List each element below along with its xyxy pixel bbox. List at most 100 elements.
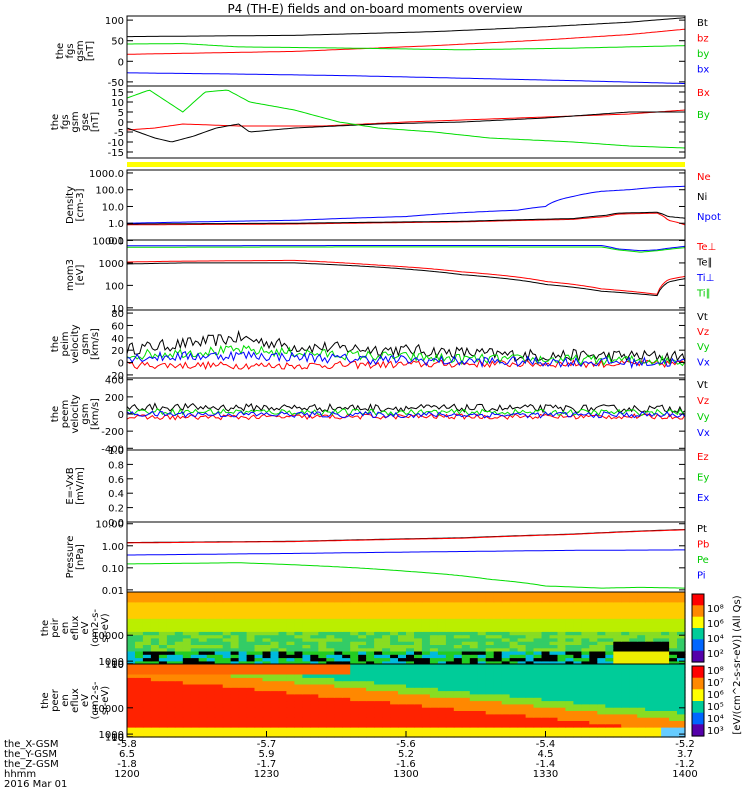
peir-spectrogram-cell <box>135 650 144 655</box>
peir-spectrogram-cell <box>374 657 383 662</box>
peir-spectrogram-cell <box>597 634 606 639</box>
peer-spectrogram-cell <box>669 683 678 688</box>
peer-spectrogram-cell <box>605 677 614 682</box>
peer-spectrogram-cell <box>278 697 288 702</box>
time-axis-row-label: hhmm <box>4 769 36 780</box>
peer-spectrogram-cell <box>509 683 519 688</box>
peer-spectrogram-cell <box>270 680 280 685</box>
peir-spectrogram-cell <box>174 621 184 626</box>
peer-spectrogram-cell <box>366 720 375 725</box>
peer-spectrogram-cell <box>605 700 614 705</box>
peir-spectrogram-cell <box>557 624 567 629</box>
peer-colorbar-swatch <box>692 714 704 717</box>
peer-spectrogram-cell <box>286 730 295 735</box>
peer-spectrogram-cell <box>613 703 622 708</box>
peer-spectrogram-cell <box>358 720 367 725</box>
peer-spectrogram-cell <box>613 680 622 685</box>
peer-spectrogram-cell <box>661 700 670 705</box>
peer-spectrogram-cell <box>477 674 487 678</box>
peir-spectrogram-cell <box>398 621 407 626</box>
peir-spectrogram-cell <box>350 660 359 665</box>
peir-spectrogram-cell <box>669 634 678 639</box>
peer-spectrogram-cell <box>398 730 407 735</box>
peer-spectrogram-cell <box>501 693 511 698</box>
peir-spectrogram-cell <box>238 647 248 652</box>
peir-spectrogram-cell <box>286 657 295 662</box>
peir-spectrogram-cell <box>485 614 495 619</box>
peer-spectrogram-cell <box>469 703 479 708</box>
peir-spectrogram-cell <box>310 644 319 649</box>
peer-spectrogram-cell <box>166 693 176 698</box>
peir-spectrogram-cell <box>262 595 272 600</box>
peer-spectrogram-cell <box>286 703 295 708</box>
mom-series-Te⊥ <box>127 259 686 295</box>
peir-spectrogram-cell <box>541 595 551 600</box>
peer-spectrogram-cell <box>190 710 200 715</box>
peir-spectrogram-cell <box>565 641 574 645</box>
peer-spectrogram-cell <box>549 727 559 731</box>
peer-spectrogram-cell <box>581 690 590 695</box>
peir-spectrogram-cell <box>174 624 184 629</box>
peir-spectrogram-cell <box>669 614 678 619</box>
peir-spectrogram-cell <box>182 634 192 639</box>
peer-spectrogram-cell <box>573 664 582 668</box>
peir-spectrogram-cell <box>174 650 184 655</box>
peer-spectrogram-cell <box>421 677 431 682</box>
peir-spectrogram-cell <box>414 660 423 665</box>
peer-spectrogram-cell <box>127 674 136 678</box>
peer-spectrogram-cell <box>230 680 240 685</box>
peer-spectrogram-cell <box>637 683 646 688</box>
peir-spectrogram-cell <box>493 614 503 619</box>
peir-spectrogram-cell <box>597 624 606 629</box>
peir-spectrogram-cell <box>406 644 415 649</box>
peir-spectrogram-cell <box>222 654 232 659</box>
peir-spectrogram-cell <box>198 608 208 613</box>
peer-spectrogram-cell <box>414 674 423 678</box>
peer-spectrogram-cell <box>182 664 192 668</box>
peer-spectrogram-cell <box>517 717 527 721</box>
peir-spectrogram-cell <box>222 660 232 665</box>
peir-spectrogram-cell <box>517 631 527 636</box>
peir-spectrogram-cell <box>326 592 335 596</box>
peir-spectrogram-cell <box>629 595 638 600</box>
peir-spectrogram-cell <box>589 654 598 659</box>
pressure-series-Pb <box>127 529 686 544</box>
peer-spectrogram-cell <box>493 730 503 735</box>
peer-spectrogram-cell <box>190 674 200 678</box>
peir-spectrogram-cell <box>382 641 391 645</box>
peir-spectrogram-cell <box>358 634 367 639</box>
peir-spectrogram-cell <box>326 621 335 626</box>
peir-spectrogram-cell <box>286 614 295 619</box>
peir-spectrogram-cell <box>382 608 391 613</box>
peir-spectrogram-cell <box>326 618 335 623</box>
peer-spectrogram-cell <box>485 733 495 738</box>
peir-spectrogram-cell <box>142 608 152 613</box>
peer-spectrogram-cell <box>421 730 431 735</box>
peer-colorbar-swatch <box>692 669 704 672</box>
peir-spectrogram-cell <box>358 641 367 645</box>
peir-spectrogram-cell <box>653 644 662 649</box>
peer-spectrogram-cell <box>581 713 590 718</box>
peir-spectrogram-cell <box>374 614 383 619</box>
peer-spectrogram-cell <box>286 664 295 668</box>
peer-spectrogram-cell <box>366 733 375 738</box>
peer-spectrogram-cell <box>406 733 415 738</box>
peir-spectrogram-cell <box>238 605 248 609</box>
peir-spectrogram-cell <box>589 601 598 606</box>
peir-spectrogram-cell <box>461 637 471 642</box>
peir-spectrogram-cell <box>270 628 280 632</box>
peer-spectrogram-cell <box>238 717 248 721</box>
peir-spectrogram-cell <box>549 654 559 659</box>
peer-spectrogram-cell <box>150 713 160 718</box>
fgs2-series-By <box>126 89 686 149</box>
peer-spectrogram-cell <box>589 680 598 685</box>
peer-spectrogram-cell <box>206 720 216 725</box>
peer-spectrogram-cell <box>318 730 327 735</box>
peir-spectrogram-cell <box>190 605 200 609</box>
peer-spectrogram-cell <box>677 717 686 721</box>
peir-spectrogram-cell <box>350 637 359 642</box>
peer-spectrogram-cell <box>421 723 431 728</box>
peir-spectrogram-cell <box>222 598 232 603</box>
peer-spectrogram-cell <box>334 677 343 682</box>
peir-spectrogram-cell <box>222 614 232 619</box>
